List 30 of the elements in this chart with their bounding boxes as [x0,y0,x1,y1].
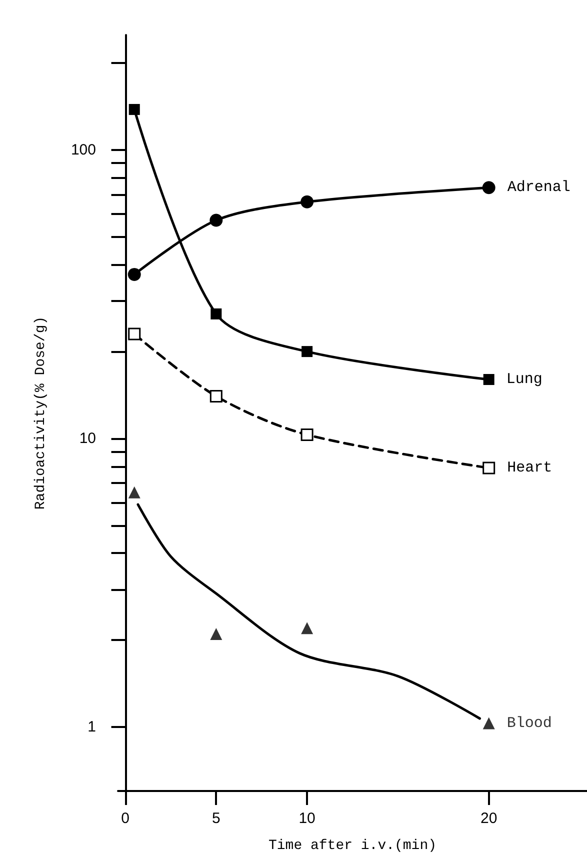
series-label: Blood [506,714,552,732]
point [210,390,222,402]
point [210,214,223,227]
point [302,346,313,358]
point [128,328,141,340]
point [300,195,314,208]
x-tick-label: 10 [298,810,316,827]
point [128,268,141,281]
y-tick-label: 1 [88,718,96,736]
point [482,462,496,474]
line-series [136,503,481,720]
point [128,486,140,498]
point [210,628,222,640]
y-axis-title: Radioactivity(% Dose/g) [33,316,49,510]
x-tick-label: 5 [212,810,220,827]
point [300,428,314,441]
point [482,717,495,730]
x-axis-title: Time after i.v.(min) [268,838,437,854]
point [483,374,494,386]
point [128,104,140,115]
series-label: Adrenal [507,179,570,196]
series-label: Heart [507,459,552,476]
y-tick-label: 100 [70,141,96,158]
series-label: Lung [506,371,542,388]
y-tick-label: 10 [79,430,96,447]
point [482,181,496,194]
x-tick-label: 20 [480,810,498,827]
point [301,622,314,634]
x-tick-label: 0 [121,810,130,827]
point [210,308,222,320]
